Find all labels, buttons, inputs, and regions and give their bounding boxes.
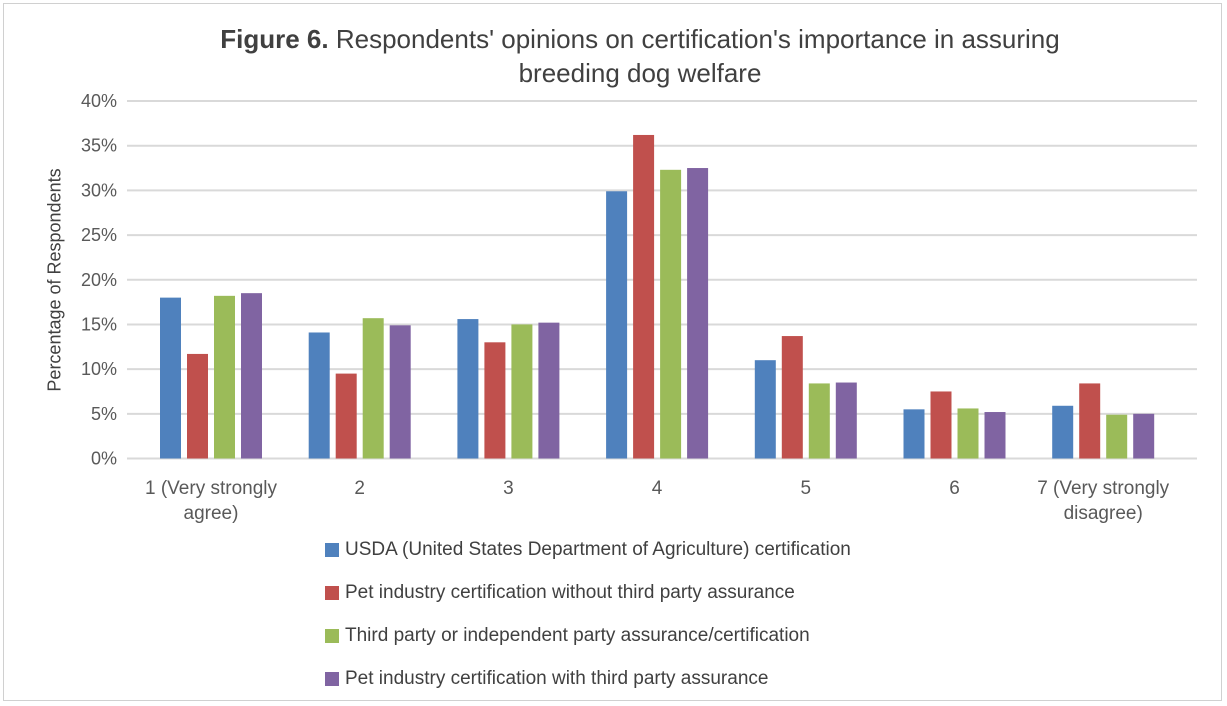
bar [1106, 414, 1128, 459]
bar [633, 134, 655, 459]
y-tick-label: 30% [81, 180, 117, 200]
chart-title: Figure 6. Respondents' opinions on certi… [140, 22, 1140, 90]
bar [606, 191, 628, 459]
legend-item: Third party or independent party assuran… [325, 614, 851, 657]
bar [660, 169, 682, 459]
bar [930, 391, 952, 459]
bar [835, 382, 857, 459]
legend-label: Pet industry certification with third pa… [345, 667, 769, 689]
legend-swatch [325, 671, 339, 686]
x-tick-label: 3 [503, 478, 514, 499]
legend-label: USDA (United States Department of Agricu… [345, 538, 851, 560]
y-tick-label: 40% [81, 91, 117, 111]
legend-swatch [325, 628, 339, 643]
legend-item: Pet industry certification without third… [325, 571, 851, 614]
x-tick-label: 7 (Very strongly disagree) [1037, 478, 1170, 524]
bar [457, 319, 479, 459]
bar [781, 336, 803, 459]
y-tick-label: 10% [81, 359, 117, 379]
y-tick-label: 15% [81, 314, 117, 334]
y-tick-label: 0% [91, 449, 117, 469]
x-tick-label: 6 [949, 478, 960, 499]
bar [903, 409, 925, 459]
bar [389, 325, 411, 459]
bar [754, 360, 776, 459]
legend-label: Third party or independent party assuran… [345, 624, 810, 646]
title-figure-number: Figure 6. [220, 24, 329, 54]
bar [1133, 413, 1155, 459]
bar [214, 295, 235, 459]
y-tick-label: 20% [81, 270, 117, 290]
title-text-line2: breeding dog welfare [518, 58, 762, 88]
y-tick-label: 25% [81, 225, 117, 245]
bar [538, 322, 560, 459]
y-tick-label: 35% [81, 136, 117, 156]
x-tick-label: 5 [800, 478, 812, 499]
y-tick-label: 5% [91, 404, 117, 424]
legend-swatch [325, 542, 339, 557]
x-tick-label: 4 [651, 478, 663, 499]
bar [1052, 405, 1074, 459]
bar [957, 408, 979, 459]
bar [1079, 383, 1101, 459]
bar [187, 353, 208, 459]
legend-swatch [325, 585, 339, 600]
bar [308, 332, 330, 459]
legend-item: Pet industry certification with third pa… [325, 657, 851, 700]
chart-frame [3, 3, 1222, 701]
bar [362, 318, 384, 459]
bar [808, 383, 830, 459]
bar [241, 293, 262, 459]
title-text: Respondents' opinions on certification's… [335, 24, 1060, 54]
bar [335, 373, 357, 459]
legend-item: USDA (United States Department of Agricu… [325, 528, 851, 571]
bar [160, 297, 181, 459]
bar [984, 412, 1006, 459]
bar [511, 324, 533, 459]
x-tick-label: 1 (Very strongly agree) [145, 478, 277, 524]
legend-label: Pet industry certification without third… [345, 581, 795, 603]
bar [484, 342, 506, 459]
x-tick-label: 2 [354, 478, 365, 499]
bar [687, 168, 709, 459]
legend: USDA (United States Department of Agricu… [325, 528, 851, 700]
